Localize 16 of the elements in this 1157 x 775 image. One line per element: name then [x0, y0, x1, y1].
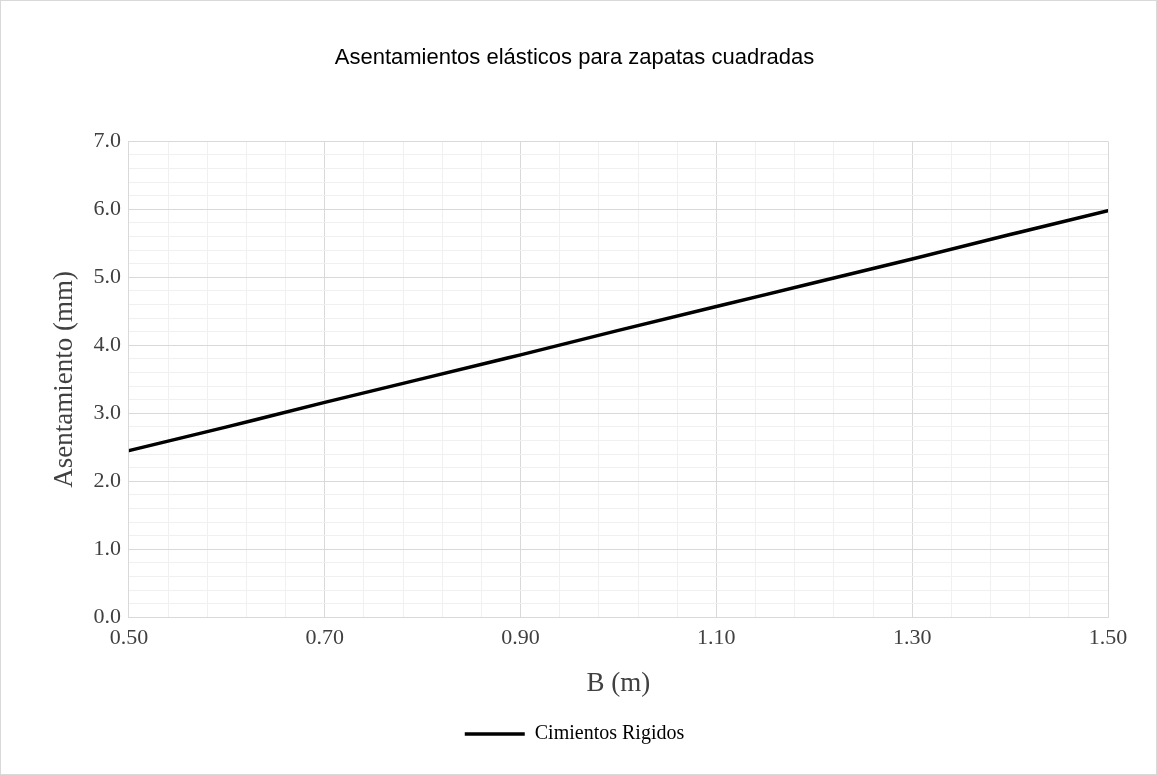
y-tick-label: 7.0 [93, 127, 121, 153]
y-tick-label: 3.0 [93, 399, 121, 425]
legend-label: Cimientos Rigidos [534, 721, 685, 745]
y-axis-title: Asentamiento (mm) [48, 270, 79, 488]
x-tick-label: 0.70 [305, 624, 344, 650]
x-tick-label: 1.30 [892, 624, 932, 650]
chart-title: Asentamientos elásticos para zapatas cuadradas [334, 44, 815, 70]
y-tick-label: 6.0 [93, 195, 121, 221]
x-tick-label: 1.10 [697, 624, 736, 650]
y-tick-label: 1.0 [93, 535, 121, 561]
x-tick-label: 1.50 [1088, 624, 1128, 650]
y-tick-label: 2.0 [93, 467, 121, 493]
x-axis-title: B (m) [586, 666, 651, 697]
x-tick-label: 0.90 [501, 624, 540, 650]
y-tick-label: 4.0 [93, 331, 121, 357]
y-tick-label: 5.0 [93, 263, 121, 289]
